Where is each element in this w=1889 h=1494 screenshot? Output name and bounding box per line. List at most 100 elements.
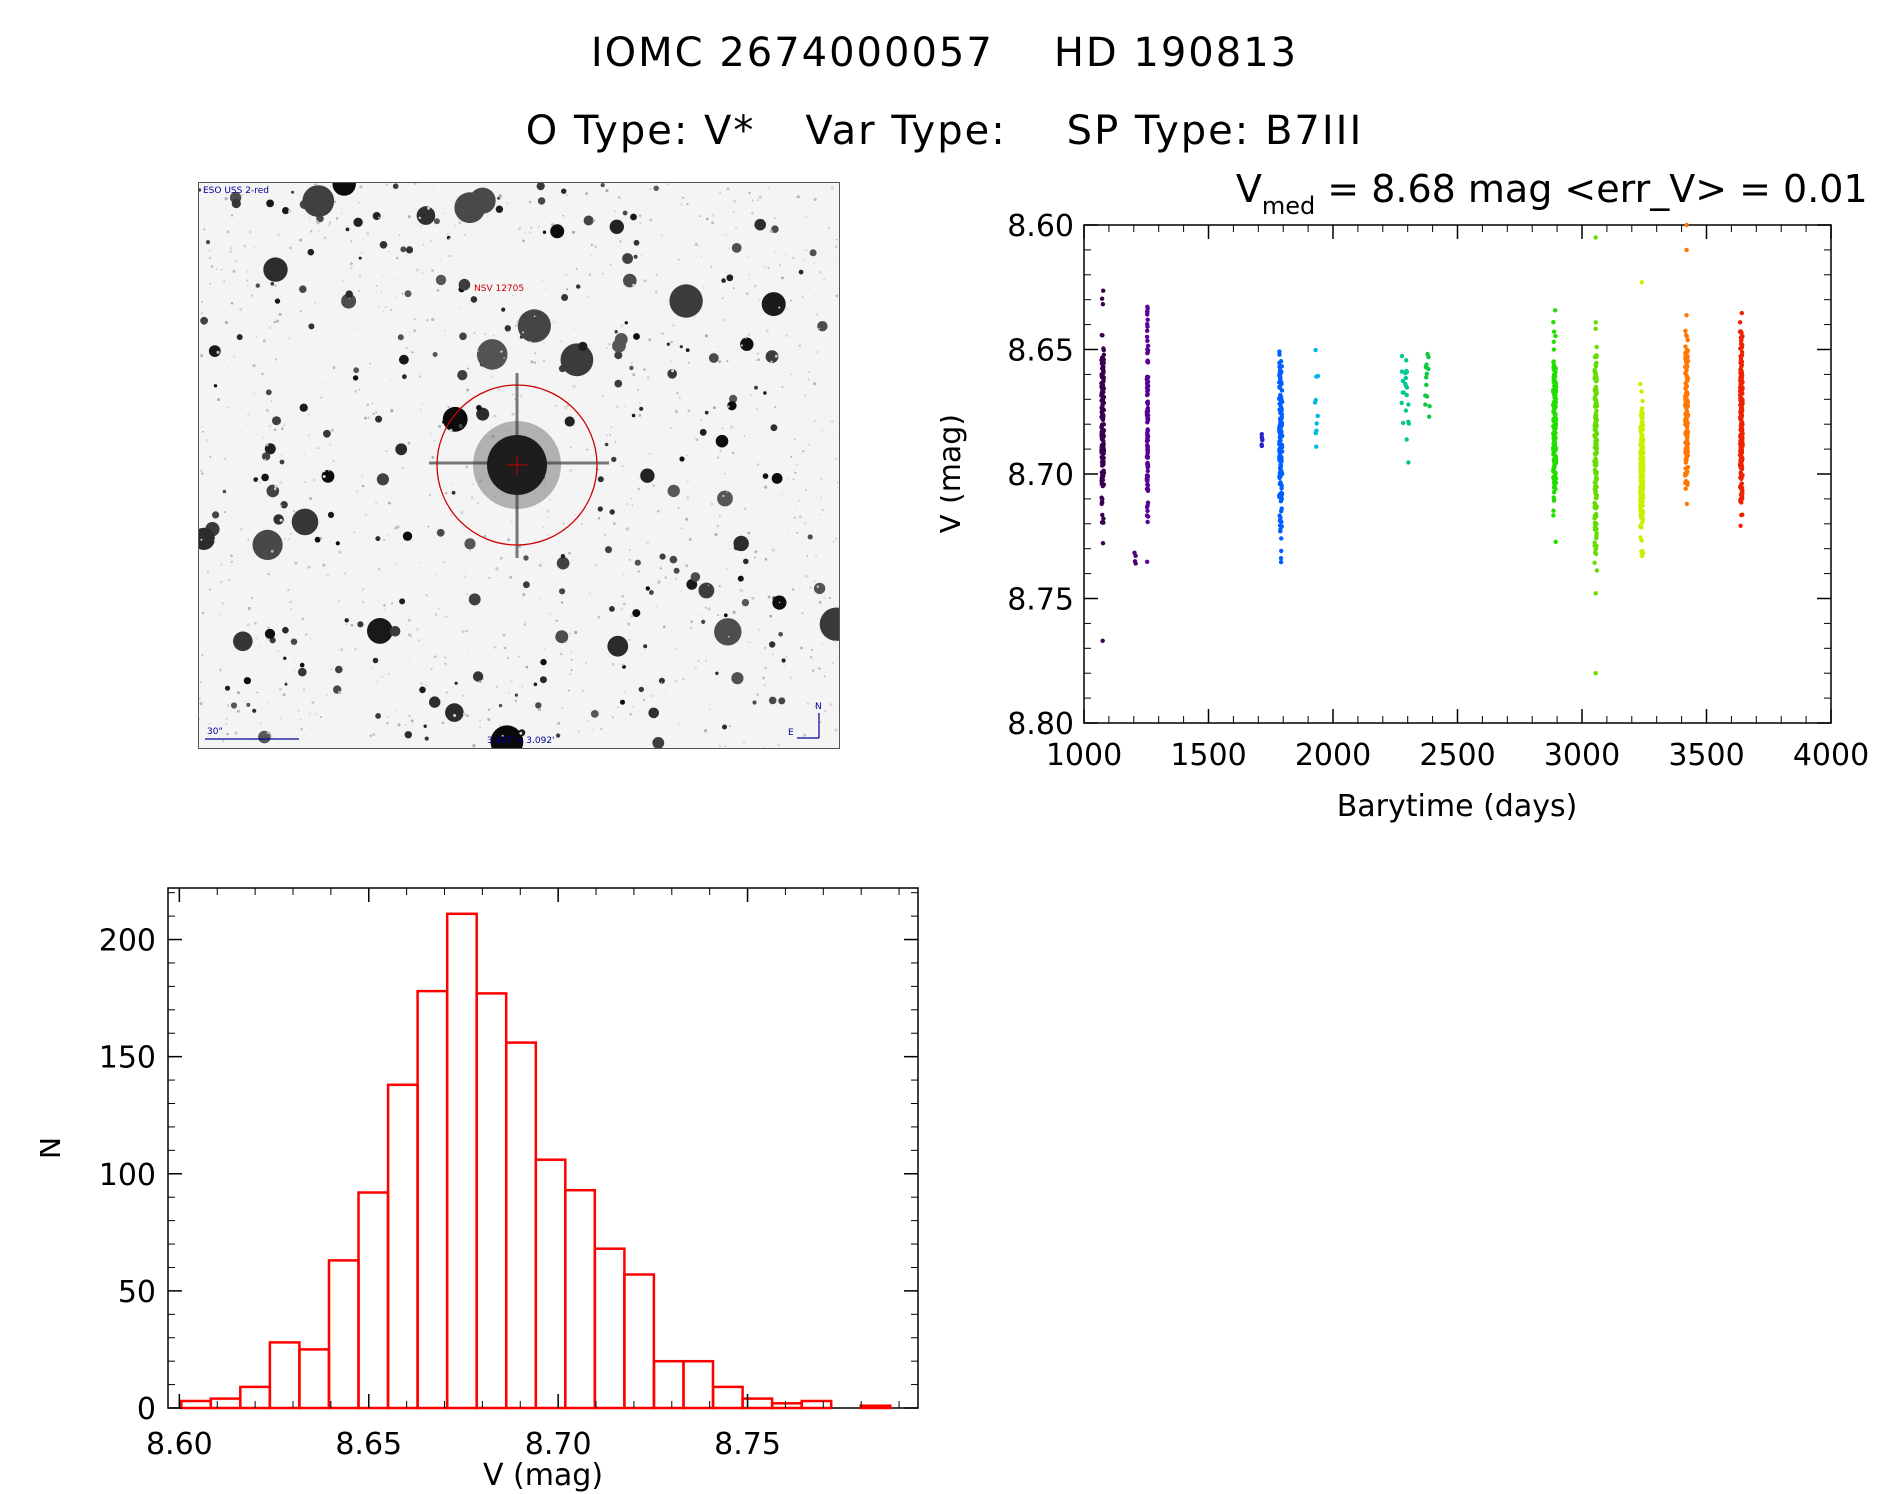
data-point [1638, 461, 1643, 466]
sky-noise [433, 439, 436, 442]
sky-noise [771, 548, 775, 552]
sky-noise [718, 585, 721, 588]
sky-noise [769, 614, 773, 618]
sky-noise [472, 744, 476, 748]
data-point [1100, 463, 1105, 468]
sky-noise [613, 522, 616, 526]
data-point [1593, 522, 1598, 528]
data-point [1593, 456, 1598, 461]
data-point [1551, 378, 1557, 383]
data-point [1640, 486, 1645, 491]
sky-noise [729, 725, 732, 728]
sky-noise [649, 188, 651, 190]
sky-noise [628, 559, 631, 561]
sky-noise [818, 327, 820, 330]
sky-noise [686, 496, 690, 499]
sky-noise [473, 331, 476, 335]
data-point [1594, 438, 1599, 444]
data-point [1639, 441, 1644, 446]
sky-noise [460, 505, 462, 507]
data-point [1400, 378, 1406, 384]
sky-noise [224, 435, 226, 437]
sky-noise [790, 373, 793, 376]
data-point [1277, 367, 1283, 373]
sky-noise [465, 465, 469, 469]
sky-noise [538, 563, 542, 567]
sky-noise [629, 549, 631, 551]
sky-noise [721, 427, 724, 430]
sky-noise [338, 550, 342, 554]
sky-noise [519, 394, 523, 398]
data-point [1739, 489, 1745, 495]
data-point [1551, 359, 1556, 364]
sky-noise [325, 694, 328, 697]
field-star [813, 582, 826, 595]
sky-noise [787, 530, 789, 532]
y-tick-label: 8.65 [1007, 334, 1074, 369]
data-point [1278, 394, 1284, 399]
y-tick-label: 200 [99, 924, 156, 959]
data-point [1551, 347, 1557, 352]
data-point [1640, 473, 1645, 478]
data-point [1592, 550, 1598, 555]
sky-noise [409, 443, 411, 446]
data-point [1638, 513, 1643, 518]
field-star [459, 332, 467, 341]
data-point [1101, 516, 1106, 521]
sky-noise [686, 203, 689, 206]
sky-noise [806, 554, 808, 557]
sky-noise [358, 274, 362, 278]
sky-noise [491, 435, 495, 438]
sky-noise [585, 662, 587, 664]
sky-noise [686, 455, 688, 457]
data-point [1100, 393, 1105, 398]
data-point [1279, 548, 1284, 554]
sky-noise [803, 733, 807, 737]
sky-noise [677, 722, 680, 725]
data-point [1259, 442, 1264, 447]
sky-noise [429, 432, 432, 435]
field-star [762, 473, 769, 479]
sky-noise [796, 531, 799, 534]
field-star [208, 345, 221, 357]
field-star [611, 456, 617, 463]
field-star [470, 296, 478, 303]
data-point [1638, 468, 1643, 473]
data-point [1279, 490, 1284, 496]
sky-noise [432, 188, 435, 190]
sky-noise [216, 350, 220, 354]
sky-noise [290, 608, 293, 610]
y-tick-label: 150 [99, 1041, 156, 1076]
sky-noise [723, 745, 726, 748]
data-point [1314, 444, 1319, 449]
data-point [1403, 375, 1408, 381]
sky-noise [632, 283, 635, 287]
sky-noise [397, 723, 401, 727]
sky-noise [774, 406, 777, 409]
series-t2380 [1423, 351, 1432, 419]
histogram-bar [652, 1359, 685, 1410]
sky-noise [448, 254, 451, 257]
sky-noise [557, 721, 561, 725]
histogram-bars [180, 912, 892, 1410]
sky-noise [820, 478, 823, 481]
sky-noise [541, 279, 544, 281]
x-tick-label: 4000 [1793, 738, 1869, 773]
sky-noise [544, 287, 547, 290]
field-star [643, 644, 648, 649]
sky-noise [807, 703, 809, 705]
sky-noise [523, 623, 526, 626]
data-point [1277, 364, 1282, 369]
sky-noise [750, 641, 752, 644]
sky-noise [748, 278, 751, 280]
data-point [1145, 338, 1150, 343]
sky-noise [625, 527, 629, 531]
data-point [1132, 550, 1137, 555]
sky-noise [651, 694, 655, 698]
sky-noise [462, 695, 464, 697]
data-point [1277, 435, 1283, 441]
histogram-bar [180, 1399, 213, 1410]
sky-noise [430, 667, 433, 671]
field-star [279, 459, 285, 465]
field-star [402, 374, 407, 380]
